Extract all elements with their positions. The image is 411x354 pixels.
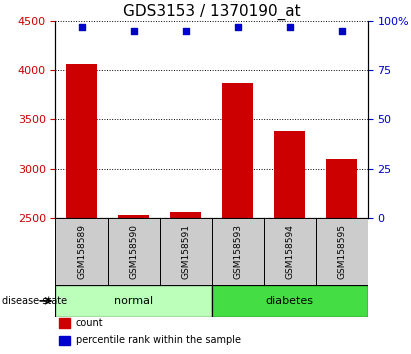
Text: percentile rank within the sample: percentile rank within the sample <box>76 335 241 346</box>
Text: GSM158594: GSM158594 <box>285 224 294 279</box>
Bar <box>222 83 253 218</box>
Bar <box>212 218 264 285</box>
Bar <box>264 218 316 285</box>
Text: GSM158595: GSM158595 <box>337 224 346 279</box>
Point <box>182 28 189 34</box>
Bar <box>55 218 108 285</box>
Point <box>286 24 293 30</box>
Bar <box>316 218 368 285</box>
Text: count: count <box>76 318 104 328</box>
Text: diabetes: diabetes <box>266 296 314 306</box>
Title: GDS3153 / 1370190_at: GDS3153 / 1370190_at <box>123 4 300 20</box>
Point <box>234 24 241 30</box>
Text: disease state: disease state <box>2 296 67 306</box>
Text: GSM158589: GSM158589 <box>77 224 86 279</box>
Point <box>130 28 137 34</box>
Bar <box>326 159 358 218</box>
Text: GSM158593: GSM158593 <box>233 224 242 279</box>
Text: normal: normal <box>114 296 153 306</box>
Bar <box>59 318 69 327</box>
Bar <box>170 212 201 218</box>
Bar <box>274 131 305 218</box>
Bar <box>66 64 97 218</box>
Text: GSM158591: GSM158591 <box>181 224 190 279</box>
Text: GSM158590: GSM158590 <box>129 224 138 279</box>
Bar <box>55 285 212 317</box>
Bar <box>59 336 69 345</box>
Bar <box>212 285 368 317</box>
Point <box>78 24 85 30</box>
Bar <box>118 215 149 218</box>
Bar <box>159 218 212 285</box>
Point <box>339 28 345 34</box>
Bar <box>108 218 159 285</box>
